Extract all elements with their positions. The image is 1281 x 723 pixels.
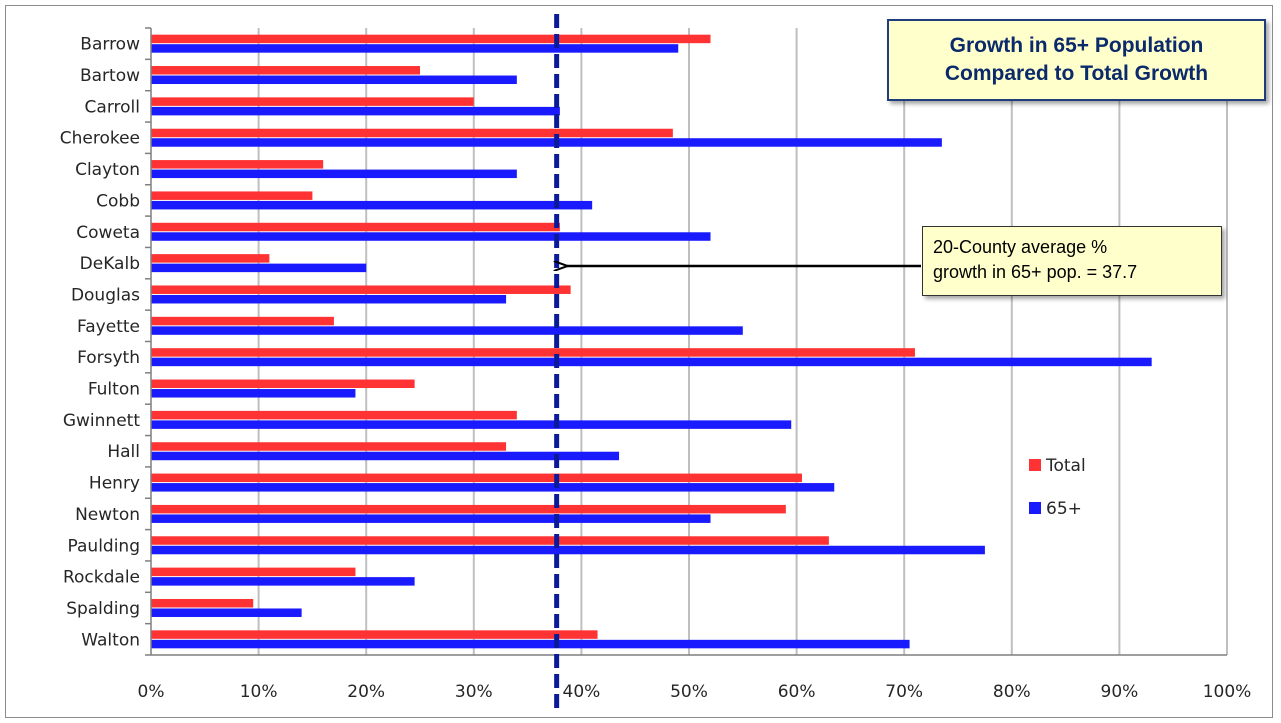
x-tick-label: 60% (778, 682, 816, 702)
x-tick-label: 80% (993, 682, 1031, 702)
bar-65-cherokee (151, 138, 942, 147)
category-label: Newton (75, 505, 140, 525)
bar-total-spalding (151, 598, 254, 608)
bar-total-gwinnett (151, 410, 517, 420)
bar-total-fayette (151, 316, 334, 326)
labels: 0% 10% 20% 30% 40% 50% 60% 70% 80% 90% 100% Barrow B… (60, 35, 1252, 702)
annotation-line-2: growth in 65+ pop. = 37.7 (933, 262, 1138, 282)
category-label: Fulton (88, 380, 140, 400)
category-label: Walton (81, 630, 140, 650)
bar-65-carroll (151, 106, 560, 116)
bar-65-fulton (151, 389, 356, 398)
category-label: Barrow (80, 35, 140, 55)
bar-total-carroll (151, 97, 474, 106)
chart-title: Growth in 65+ Population Compared to Tot… (887, 19, 1266, 101)
x-tick-label: 100% (1203, 682, 1252, 702)
category-label: Hall (107, 442, 140, 462)
bar-65-cobb (151, 200, 593, 210)
bar-total-barrow (151, 34, 711, 44)
x-tick-label: 70% (885, 682, 923, 702)
bar-65-newton (151, 514, 711, 523)
bar-65-rockdale (151, 577, 415, 586)
category-label: Douglas (71, 285, 140, 305)
bar-total-cobb (151, 191, 313, 200)
bar-total-rockdale (151, 567, 356, 577)
bar-total-bartow (151, 66, 420, 75)
category-label: Clayton (75, 160, 140, 180)
bar-total-henry (151, 473, 802, 483)
bars (151, 34, 1152, 649)
category-label: Cherokee (60, 129, 140, 149)
axes (145, 27, 1227, 656)
x-tick-label: 30% (455, 682, 493, 702)
reference-line-group (557, 14, 921, 710)
bar-65-coweta (151, 232, 711, 241)
bar-65-dekalb (151, 263, 367, 273)
bar-total-clayton (151, 160, 324, 169)
bar-total-newton (151, 504, 786, 514)
bar-65-bartow (151, 75, 517, 85)
bar-65-gwinnett (151, 420, 792, 429)
bar-total-cherokee (151, 128, 673, 138)
category-label: Carroll (85, 97, 140, 117)
bar-65-henry (151, 483, 835, 492)
annotation-line-1: 20-County average % (933, 237, 1108, 257)
x-tick-label: 50% (670, 682, 708, 702)
legend-label-0: Total (1045, 456, 1086, 476)
bar-65-clayton (151, 169, 517, 179)
chart-title-line-2: Compared to Total Growth (944, 62, 1209, 85)
x-tick-label: 40% (563, 682, 601, 702)
bar-65-hall (151, 451, 620, 461)
category-label: Fayette (77, 317, 140, 337)
bar-total-dekalb (151, 254, 270, 263)
bar-65-walton (151, 639, 910, 649)
category-label: Coweta (76, 223, 140, 243)
category-label: DeKalb (80, 254, 140, 274)
bar-65-forsyth (151, 357, 1152, 367)
category-label: Spalding (66, 599, 140, 619)
x-tick-label: 10% (240, 682, 278, 702)
category-label: Cobb (96, 191, 140, 211)
bar-total-walton (151, 630, 598, 639)
bar-total-paulding (151, 536, 829, 545)
legend-label-1: 65+ (1046, 499, 1082, 519)
category-label: Paulding (68, 536, 140, 556)
x-tick-label: 20% (347, 682, 385, 702)
category-label: Gwinnett (63, 411, 140, 431)
bar-65-paulding (151, 545, 985, 555)
bar-total-coweta (151, 222, 560, 232)
category-label: Henry (89, 474, 140, 494)
bar-total-douglas (151, 285, 571, 294)
bar-total-hall (151, 442, 507, 451)
chart-title-line-1: Growth in 65+ Population (949, 34, 1204, 57)
x-tick-label: 90% (1101, 682, 1139, 702)
bar-65-douglas (151, 294, 507, 304)
bar-total-forsyth (151, 348, 915, 357)
category-label: Forsyth (77, 348, 140, 368)
grid-lines (257, 28, 1228, 655)
average-annotation: 20-County average % growth in 65+ pop. =… (922, 226, 1222, 296)
bar-total-fulton (151, 379, 415, 389)
legend: Total 65+ (1029, 456, 1086, 519)
legend-swatch-1 (1029, 502, 1041, 514)
bar-65-barrow (151, 44, 679, 53)
category-label: Bartow (80, 66, 140, 86)
bar-65-spalding (151, 608, 302, 617)
x-tick-label: 0% (138, 682, 165, 702)
bar-65-fayette (151, 326, 743, 335)
legend-swatch-0 (1029, 459, 1041, 471)
category-label: Rockdale (63, 568, 140, 588)
